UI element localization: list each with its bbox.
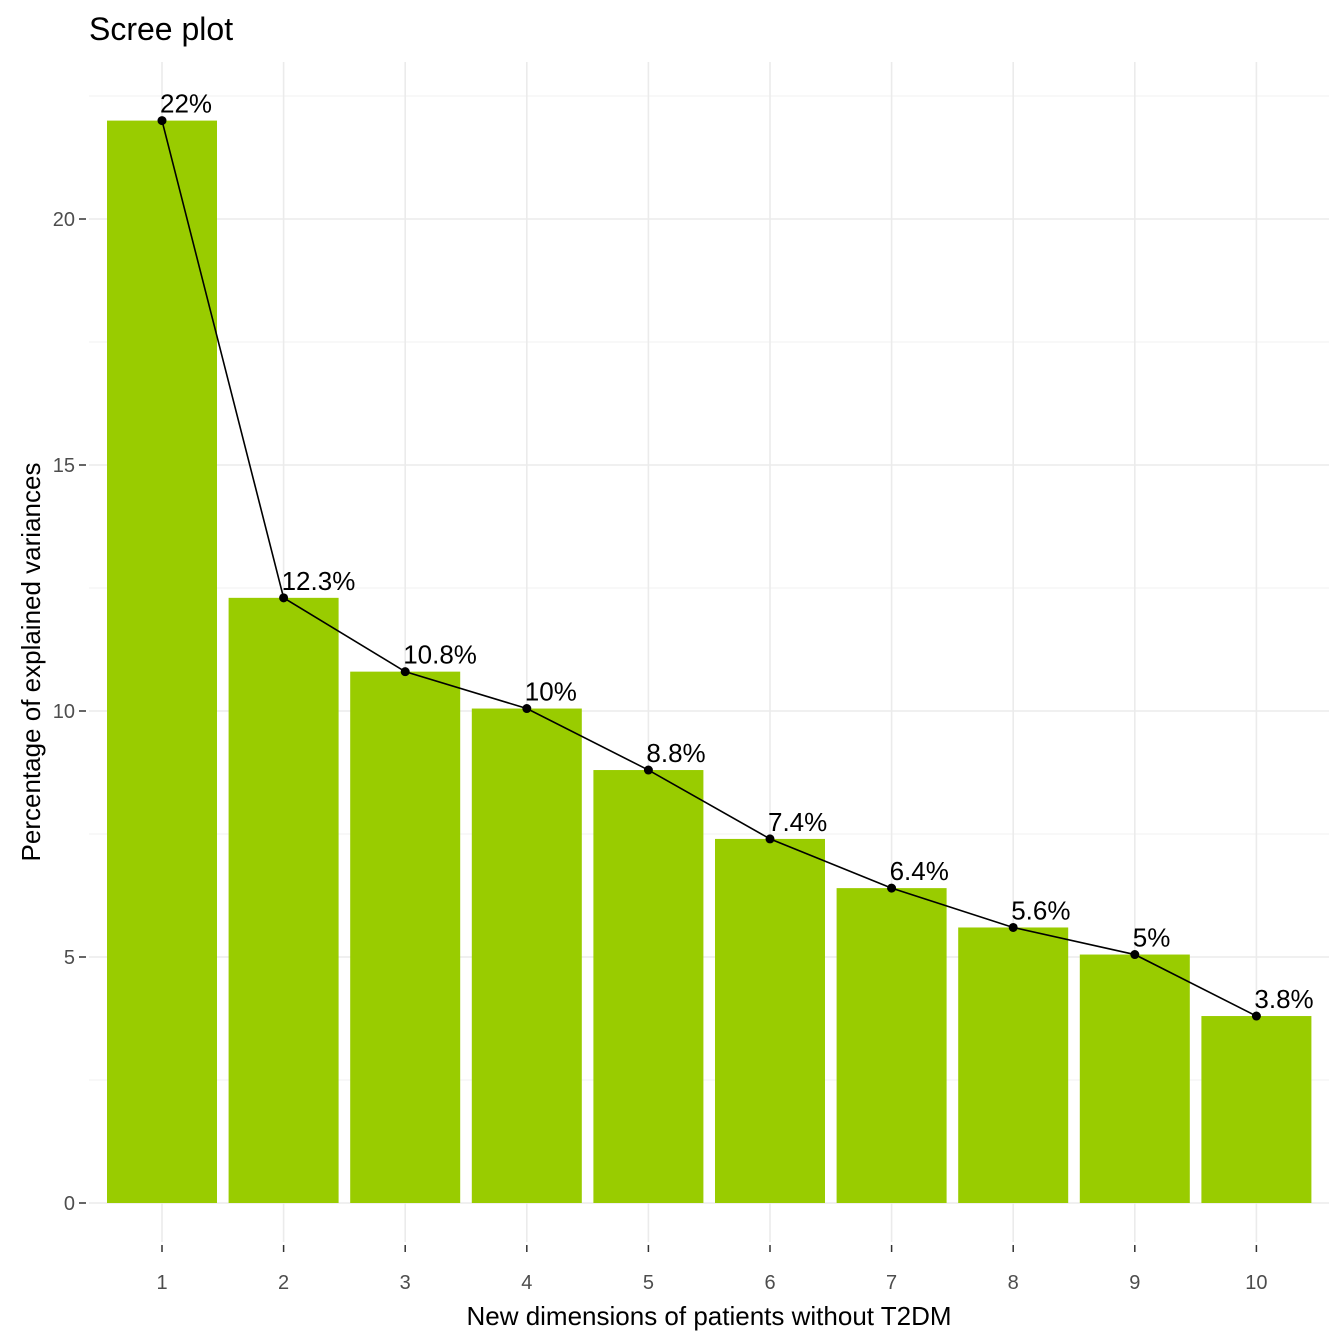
variance-line-path — [161, 120, 1257, 1017]
x-tick-label: 4 — [521, 1272, 532, 1294]
data-label-2: 12.3% — [282, 566, 356, 596]
bar-8 — [958, 927, 1069, 1203]
x-tick-label: 6 — [764, 1272, 775, 1294]
y-axis-title: Percentage of explained variances — [16, 463, 46, 862]
data-label-6: 7.4% — [768, 807, 827, 837]
data-label-1: 22% — [160, 89, 212, 119]
x-axis-title: New dimensions of patients without T2DM — [466, 1301, 951, 1331]
x-tick-label: 8 — [1008, 1272, 1019, 1294]
data-labels: 22% 12.3% 10.8% 10% 8.8% 7.4% 6.4% 5.6% 5% 3.8% — [160, 89, 1314, 1014]
bars — [107, 120, 1312, 1204]
point-8 — [1008, 922, 1018, 932]
bar-9 — [1079, 954, 1190, 1203]
point-6 — [765, 834, 775, 844]
y-tick-label: 0 — [64, 1193, 75, 1215]
variance-points — [157, 116, 1261, 1021]
bar-5 — [593, 770, 704, 1203]
bar-1 — [107, 120, 217, 1204]
x-tick-label: 5 — [643, 1272, 654, 1294]
bar-3 — [350, 671, 461, 1203]
bar-4 — [471, 708, 582, 1203]
data-label-5: 8.8% — [646, 738, 705, 768]
data-label-10: 3.8% — [1254, 984, 1313, 1014]
x-tick-label: 3 — [400, 1272, 411, 1294]
point-9 — [1130, 950, 1140, 960]
y-tick-label: 15 — [53, 455, 75, 477]
bar-2 — [228, 597, 339, 1203]
y-tick-label: 20 — [53, 209, 75, 231]
y-tick-label: 5 — [64, 947, 75, 969]
x-tick-label: 2 — [278, 1272, 289, 1294]
data-label-4: 10% — [525, 677, 577, 707]
variance-line — [161, 120, 1257, 1017]
data-label-7: 6.4% — [890, 856, 949, 886]
point-1 — [157, 116, 167, 126]
point-3 — [400, 667, 410, 677]
bar-10 — [1201, 1016, 1312, 1203]
data-label-9: 5% — [1133, 923, 1171, 953]
data-label-3: 10.8% — [403, 640, 477, 670]
point-7 — [887, 883, 897, 893]
x-tick-label: 9 — [1129, 1272, 1140, 1294]
point-2 — [279, 593, 289, 603]
y-tick-label: 10 — [53, 701, 75, 723]
bar-6 — [715, 838, 825, 1203]
x-axis: 1 2 3 4 5 6 7 8 9 10 — [156, 1245, 1268, 1294]
point-4 — [522, 704, 532, 714]
x-tick-label: 10 — [1245, 1272, 1267, 1294]
data-label-8: 5.6% — [1011, 895, 1070, 925]
chart-title: Scree plot — [89, 11, 233, 47]
point-10 — [1251, 1011, 1261, 1021]
y-axis: 0 5 10 15 20 — [53, 209, 86, 1215]
point-5 — [643, 765, 653, 775]
bar-7 — [836, 888, 947, 1203]
x-tick-label: 7 — [886, 1272, 897, 1294]
x-tick-label: 1 — [156, 1272, 167, 1294]
